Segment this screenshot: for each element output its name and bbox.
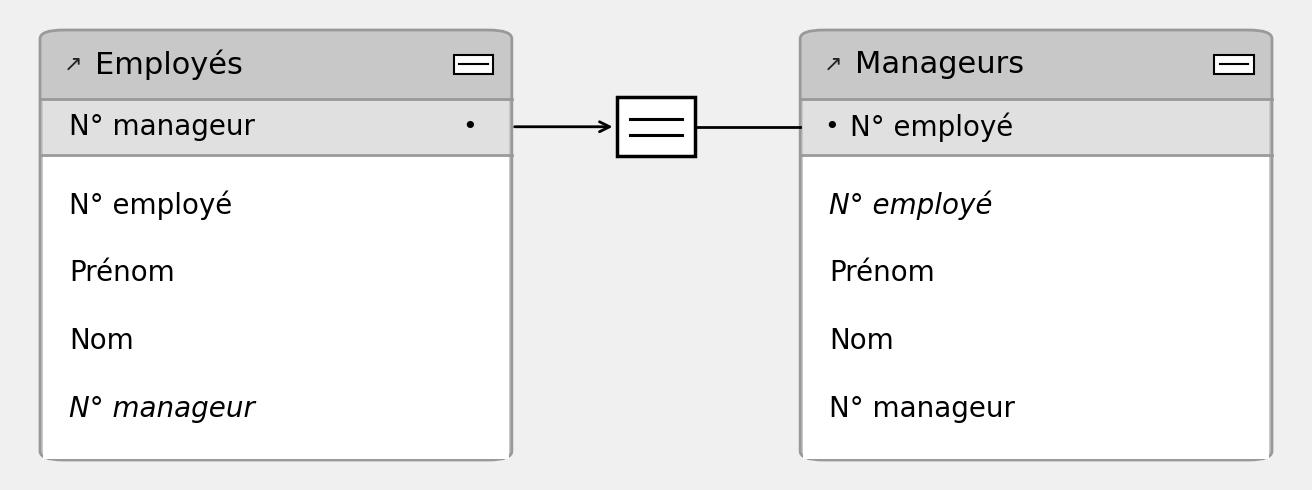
Text: Nom: Nom — [68, 327, 134, 355]
Text: Prénom: Prénom — [68, 259, 174, 288]
Bar — [803, 154, 1270, 459]
Text: Employés: Employés — [94, 49, 243, 80]
Bar — [617, 98, 695, 156]
Bar — [42, 154, 509, 459]
Text: ↗: ↗ — [824, 54, 842, 74]
Text: •: • — [463, 115, 478, 139]
Text: N° employé: N° employé — [850, 112, 1013, 142]
Bar — [42, 99, 509, 154]
Text: •: • — [824, 115, 838, 139]
Bar — [454, 55, 493, 74]
Text: N° manageur: N° manageur — [68, 395, 255, 423]
Bar — [803, 99, 1270, 154]
FancyBboxPatch shape — [39, 30, 512, 460]
FancyBboxPatch shape — [800, 30, 1273, 460]
Text: Manageurs: Manageurs — [855, 50, 1025, 79]
Text: Nom: Nom — [829, 327, 893, 355]
Text: Prénom: Prénom — [829, 259, 934, 288]
Text: N° manageur: N° manageur — [829, 395, 1015, 423]
Bar — [1215, 55, 1254, 74]
Text: N° employé: N° employé — [68, 191, 232, 220]
Text: N° manageur: N° manageur — [68, 113, 255, 141]
Text: N° employé: N° employé — [829, 191, 992, 220]
Text: ↗: ↗ — [63, 54, 83, 74]
